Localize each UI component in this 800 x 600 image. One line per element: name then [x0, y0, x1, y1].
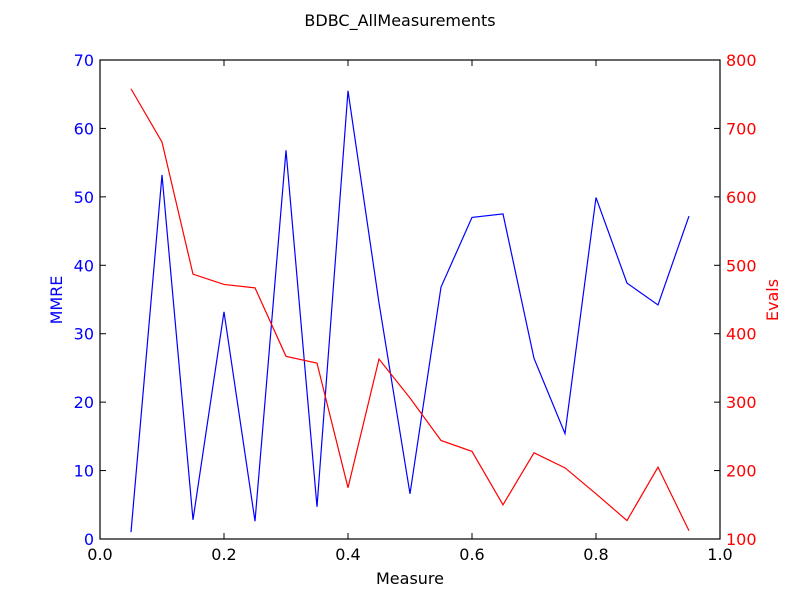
chart-title: BDBC_AllMeasurements: [304, 11, 495, 31]
y-right-tick-label: 400: [726, 325, 757, 344]
y-left-tick-label: 50: [74, 188, 94, 207]
x-axis-label: Measure: [376, 569, 444, 588]
x-tick-label: 1.0: [707, 545, 732, 564]
x-axis: 0.0 0.2 0.4 0.6 0.8 1.0: [87, 60, 733, 564]
y-right-tick-label: 300: [726, 393, 757, 412]
y-left-tick-label: 10: [74, 462, 94, 481]
series-layer: [130, 88, 690, 533]
y-left-tick-label: 0: [84, 530, 94, 549]
y-right-tick-label: 700: [726, 119, 757, 138]
y-left-tick-label: 40: [74, 256, 94, 275]
series-line-evals: [130, 88, 690, 532]
x-tick-label: 0.4: [335, 545, 360, 564]
y-left-tick-label: 60: [74, 119, 94, 138]
y-left-tick-label: 30: [74, 325, 94, 344]
x-tick-label: 0.6: [459, 545, 484, 564]
x-tick-label: 0.8: [583, 545, 608, 564]
y-left-tick-label: 20: [74, 393, 94, 412]
y-right-tick-label: 800: [726, 51, 757, 70]
x-tick-label: 0.2: [211, 545, 236, 564]
y-left-axis: 0 10 20 30 40 50 60 70: [74, 51, 106, 549]
x-tick-label: 0.0: [87, 545, 112, 564]
y-left-axis-label: MMRE: [47, 276, 66, 325]
y-right-axis-label: Evals: [763, 279, 782, 321]
y-right-tick-label: 600: [726, 188, 757, 207]
y-right-axis: 100 200 300 400 500 600 700 800: [714, 51, 757, 549]
y-right-tick-label: 500: [726, 256, 757, 275]
y-right-tick-label: 100: [726, 530, 757, 549]
series-line-mmre: [130, 90, 690, 533]
y-right-tick-label: 200: [726, 462, 757, 481]
y-left-tick-label: 70: [74, 51, 94, 70]
plot-frame: [99, 59, 721, 540]
